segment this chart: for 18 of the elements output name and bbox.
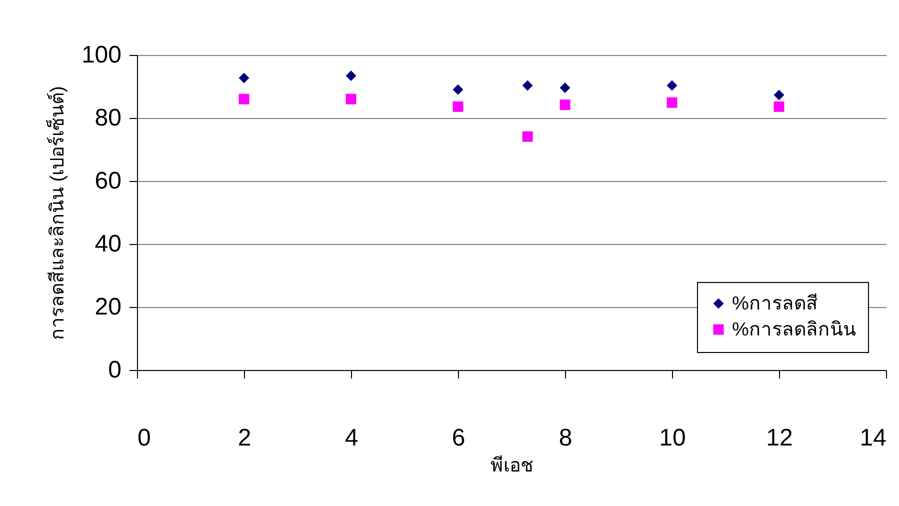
- y-tick-label: 80: [94, 104, 122, 132]
- y-tick-label: 60: [94, 168, 122, 194]
- legend-label: %การลดลิกนิน: [732, 320, 856, 340]
- y-axis-title: การลดสีและลิกนิน (เปอร์เซ็นต์): [44, 86, 68, 340]
- x-tick-label: 6: [452, 424, 466, 452]
- y-tick-label: 100: [81, 42, 122, 68]
- x-tick-label: 2: [238, 424, 252, 452]
- x-tick-label: 12: [766, 424, 793, 452]
- x-tick-label: 0: [138, 424, 151, 452]
- x-tick-label: 14: [860, 424, 886, 452]
- x-tick-label: 10: [659, 424, 686, 452]
- x-tick-label: 8: [558, 424, 572, 452]
- legend-label: %การลดสี: [732, 292, 818, 314]
- y-tick-label: 20: [94, 294, 122, 320]
- x-tick-label: 4: [344, 424, 358, 452]
- x-axis-title: พีเอช: [490, 454, 534, 476]
- y-tick-label: 40: [94, 230, 122, 258]
- y-tick-label: 0: [108, 356, 122, 384]
